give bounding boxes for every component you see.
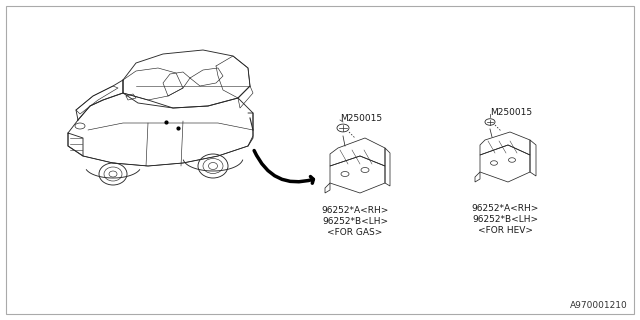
Text: M250015: M250015 (340, 114, 382, 123)
Text: 96252*B<LH>: 96252*B<LH> (472, 214, 538, 223)
Text: A970001210: A970001210 (570, 301, 628, 310)
Text: M250015: M250015 (490, 108, 532, 116)
Text: <FOR HEV>: <FOR HEV> (477, 226, 532, 235)
Text: 96252*A<RH>: 96252*A<RH> (321, 205, 388, 214)
Text: <FOR GAS>: <FOR GAS> (327, 228, 383, 236)
Text: 96252*B<LH>: 96252*B<LH> (322, 217, 388, 226)
Text: 96252*A<RH>: 96252*A<RH> (471, 204, 539, 212)
